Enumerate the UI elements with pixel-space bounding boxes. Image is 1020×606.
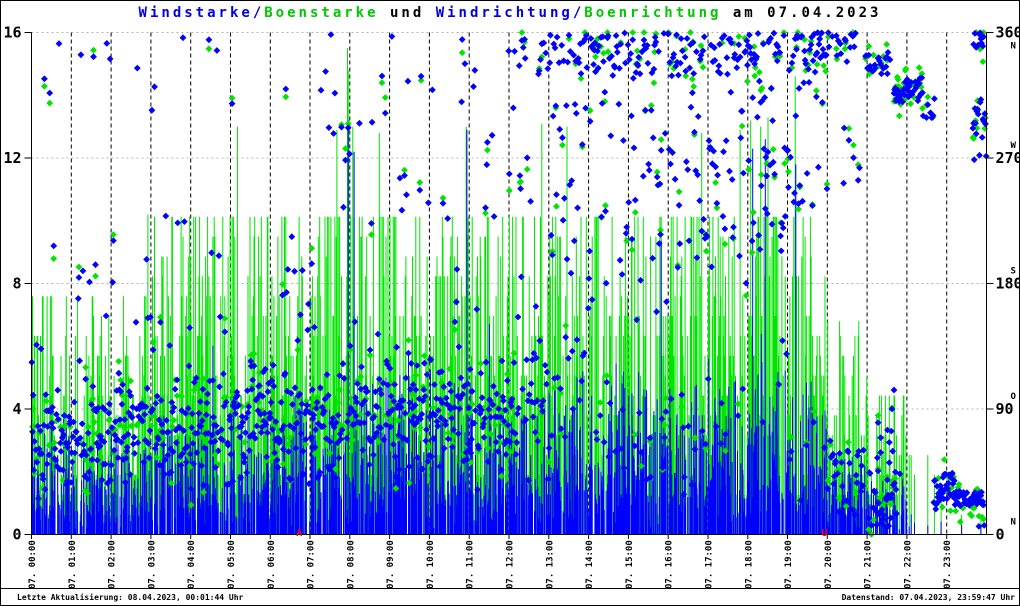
svg-text:07. 21:00: 07. 21:00 <box>864 540 874 589</box>
title-part: Windrichtung/ <box>435 5 585 21</box>
svg-text:4: 4 <box>12 400 21 418</box>
svg-text:07. 20:00: 07. 20:00 <box>824 540 834 589</box>
svg-text:12: 12 <box>3 149 21 167</box>
svg-text:07. 19:00: 07. 19:00 <box>784 540 794 589</box>
svg-text:07. 01:00: 07. 01:00 <box>68 540 78 589</box>
svg-text:180: 180 <box>996 275 1020 293</box>
svg-text:07. 11:00: 07. 11:00 <box>466 540 476 589</box>
svg-text:07. 00:00: 07. 00:00 <box>28 540 38 589</box>
svg-text:N: N <box>1011 518 1016 528</box>
svg-text:07. 15:00: 07. 15:00 <box>625 540 635 589</box>
chart-title: Windstarke/Boenstarke und Windrichtung/B… <box>1 5 1019 21</box>
svg-text:N: N <box>1011 42 1016 52</box>
svg-text:07. 10:00: 07. 10:00 <box>426 540 436 589</box>
svg-text:07. 03:00: 07. 03:00 <box>147 540 157 589</box>
svg-text:07. 18:00: 07. 18:00 <box>744 540 754 589</box>
svg-text:07. 09:00: 07. 09:00 <box>386 540 396 589</box>
sunrise-marker: A <box>296 528 302 539</box>
svg-text:O: O <box>1011 392 1017 402</box>
svg-text:07. 22:00: 07. 22:00 <box>903 540 913 589</box>
svg-text:07. 23:00: 07. 23:00 <box>943 540 953 589</box>
title-part: am 07.04.2023 <box>721 5 882 21</box>
svg-text:07. 04:00: 07. 04:00 <box>187 540 197 589</box>
y-axis-left: 0 4 8 12 16 <box>3 24 32 544</box>
last-update-text: Letzte Aktualisierung: 08.04.2023, 00:01… <box>17 592 244 602</box>
title-part: Boenrichtung <box>584 5 722 21</box>
title-part: Boenstarke <box>264 5 379 21</box>
svg-text:360: 360 <box>996 24 1020 42</box>
svg-text:07. 05:00: 07. 05:00 <box>227 540 237 589</box>
svg-text:07. 06:00: 07. 06:00 <box>267 540 277 589</box>
svg-text:270: 270 <box>996 149 1020 167</box>
data-state-text: Datenstand: 07.04.2023, 23:59:47 Uhr <box>841 592 1015 602</box>
svg-text:A: A <box>296 528 302 539</box>
svg-text:0: 0 <box>12 526 21 544</box>
svg-text:U: U <box>821 528 827 539</box>
svg-text:8: 8 <box>12 275 21 293</box>
x-axis: 07. 00:00 07. 01:00 07. 02:00 07. 03:00 07. … <box>28 534 953 589</box>
svg-text:07. 14:00: 07. 14:00 <box>585 540 595 589</box>
svg-text:07. 16:00: 07. 16:00 <box>665 540 675 589</box>
title-part: und <box>378 5 436 21</box>
y-axis-right: 090180270360NWSON <box>986 24 1020 544</box>
svg-text:07. 12:00: 07. 12:00 <box>506 540 516 589</box>
svg-text:07. 17:00: 07. 17:00 <box>705 540 715 589</box>
svg-text:07. 02:00: 07. 02:00 <box>108 540 118 589</box>
svg-text:0: 0 <box>996 526 1005 544</box>
svg-text:16: 16 <box>3 24 21 42</box>
svg-text:S: S <box>1011 267 1016 277</box>
title-part: Windstarke/ <box>138 5 265 21</box>
svg-text:07. 13:00: 07. 13:00 <box>545 540 555 589</box>
svg-text:07. 08:00: 07. 08:00 <box>346 540 356 589</box>
sunset-marker: U <box>821 528 827 539</box>
svg-text:07. 07:00: 07. 07:00 <box>307 540 317 589</box>
svg-text:90: 90 <box>996 400 1014 418</box>
svg-text:W: W <box>1011 141 1017 151</box>
footer-bar: Letzte Aktualisierung: 08.04.2023, 00:01… <box>1 588 1019 605</box>
wind-direction-points <box>28 29 990 530</box>
